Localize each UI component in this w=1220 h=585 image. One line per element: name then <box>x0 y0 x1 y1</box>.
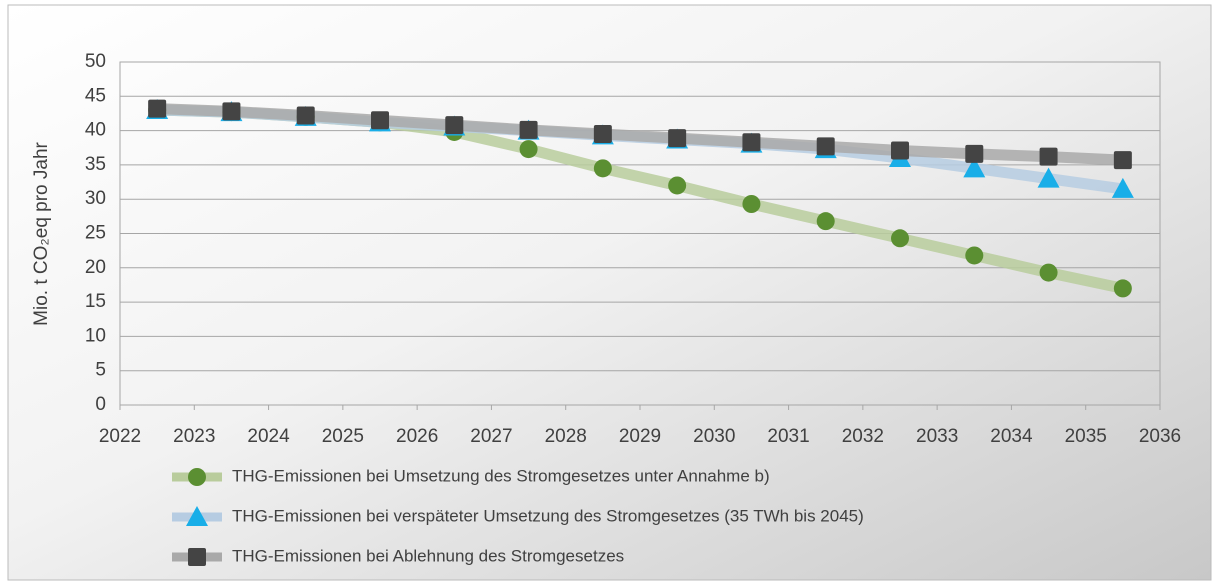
data-point <box>668 129 687 148</box>
y-tick-label: 50 <box>85 51 106 72</box>
x-tick-label: 2031 <box>767 426 809 447</box>
data-point <box>1111 177 1134 198</box>
legend-label: THG-Emissionen bei verspäteter Umsetzung… <box>232 506 864 525</box>
legend-label: THG-Emissionen bei Umsetzung des Stromge… <box>232 466 770 485</box>
y-tick-label: 15 <box>85 291 106 312</box>
data-point <box>593 159 612 178</box>
data-point <box>445 116 464 135</box>
y-tick-label: 30 <box>85 188 106 209</box>
y-tick-label: 5 <box>95 360 106 381</box>
x-tick-label: 2030 <box>693 426 735 447</box>
series-line <box>151 103 1129 166</box>
data-point <box>296 106 315 125</box>
x-tick-label: 2036 <box>1139 426 1181 447</box>
x-tick-label: 2024 <box>247 426 290 447</box>
data-point <box>371 111 389 130</box>
y-tick-label: 20 <box>85 257 106 278</box>
y-tick-label: 45 <box>85 85 106 106</box>
legend-swatch-marker <box>188 548 206 566</box>
x-tick-label: 2034 <box>990 426 1033 447</box>
data-point <box>965 246 984 265</box>
data-point <box>1037 167 1060 188</box>
x-tick-label: 2033 <box>916 426 958 447</box>
y-tick-label: 40 <box>85 120 106 141</box>
data-point <box>519 140 538 159</box>
data-point <box>148 99 167 118</box>
legend-swatch-marker <box>186 506 208 526</box>
data-point <box>891 229 909 248</box>
x-tick-label: 2035 <box>1065 426 1107 447</box>
chart-background <box>7 4 1212 581</box>
data-point <box>593 125 612 144</box>
x-tick-label: 2026 <box>396 426 438 447</box>
data-point <box>965 144 984 163</box>
data-point <box>1039 263 1058 282</box>
data-point <box>742 133 761 152</box>
data-point <box>668 176 687 195</box>
data-point <box>816 137 835 156</box>
x-tick-label: 2029 <box>619 426 661 447</box>
x-tick-label: 2028 <box>545 426 587 447</box>
data-point <box>742 195 761 214</box>
data-point <box>963 157 986 178</box>
y-tick-label: 35 <box>85 154 106 175</box>
data-point <box>816 212 835 231</box>
data-point <box>1039 147 1058 166</box>
data-point <box>1113 279 1132 298</box>
x-tick-label: 2022 <box>99 426 141 447</box>
y-tick-label: 0 <box>95 394 106 415</box>
y-tick-label: 10 <box>85 325 106 346</box>
legend-swatch-marker <box>188 468 206 486</box>
x-tick-label: 2025 <box>322 426 364 447</box>
data-point <box>891 141 909 160</box>
data-point <box>519 120 538 139</box>
y-tick-label: 25 <box>85 223 106 244</box>
y-axis-label: Mio. t CO₂eq pro Jahr <box>31 141 52 325</box>
legend-label: THG-Emissionen bei Ablehnung des Stromge… <box>232 546 624 565</box>
x-tick-label: 2023 <box>173 426 215 447</box>
data-point <box>222 102 241 121</box>
x-tick-label: 2027 <box>470 426 512 447</box>
data-point <box>1113 151 1132 170</box>
x-tick-label: 2032 <box>842 426 884 447</box>
